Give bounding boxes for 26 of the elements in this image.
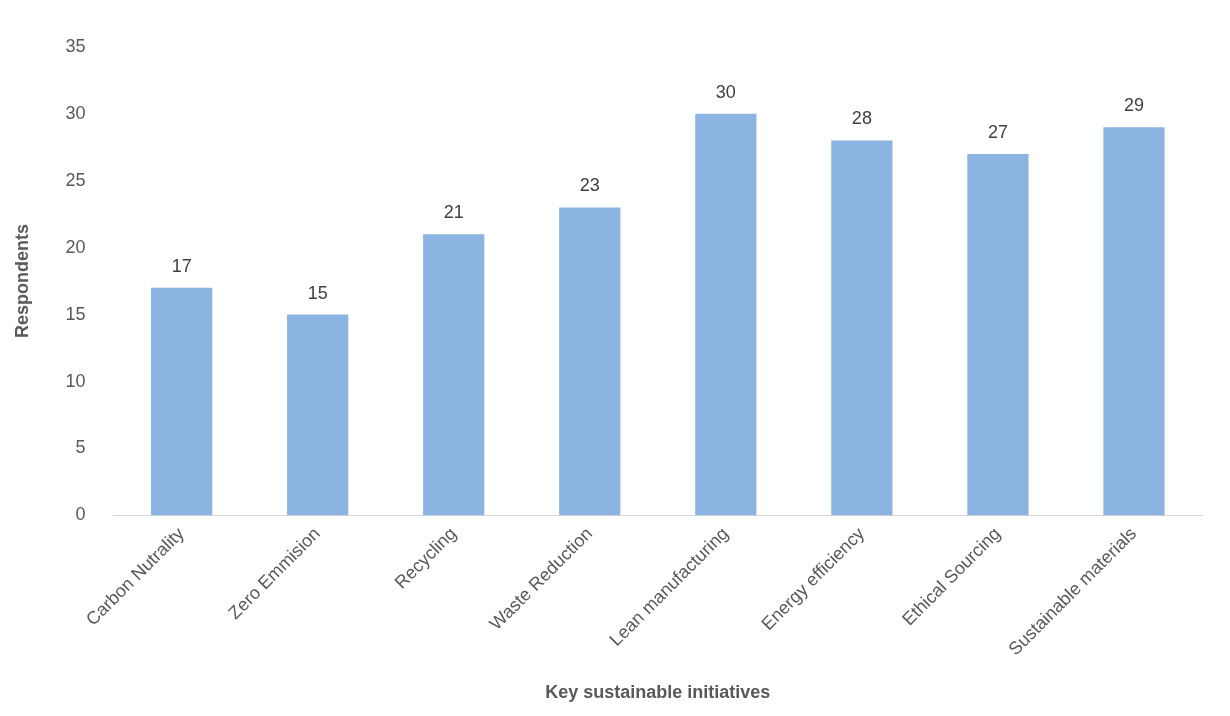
y-tick-label: 35	[65, 35, 86, 56]
bar	[287, 314, 349, 516]
y-tick-label: 20	[65, 236, 86, 257]
data-label: 23	[579, 175, 600, 196]
bar	[1103, 127, 1165, 516]
y-tick-label: 0	[75, 504, 86, 525]
data-label: 29	[1123, 95, 1144, 116]
data-label: 17	[171, 255, 192, 276]
data-label: 21	[443, 202, 464, 223]
bar	[831, 140, 893, 516]
bar	[559, 207, 621, 516]
bar	[695, 113, 757, 516]
bar	[967, 153, 1029, 516]
y-axis-title: Respondents	[11, 224, 32, 339]
data-label: 27	[987, 121, 1008, 142]
y-tick-label: 25	[65, 169, 86, 190]
y-tick-label: 15	[65, 303, 86, 324]
y-tick-label: 30	[65, 102, 86, 123]
x-axis-title: Key sustainable initiatives	[545, 682, 771, 703]
bar	[423, 234, 485, 516]
y-tick-label: 10	[65, 370, 86, 391]
data-label: 28	[851, 108, 872, 129]
y-tick-label: 5	[75, 437, 86, 458]
data-label: 15	[307, 282, 328, 303]
bar	[151, 287, 213, 516]
data-label: 30	[715, 81, 736, 102]
